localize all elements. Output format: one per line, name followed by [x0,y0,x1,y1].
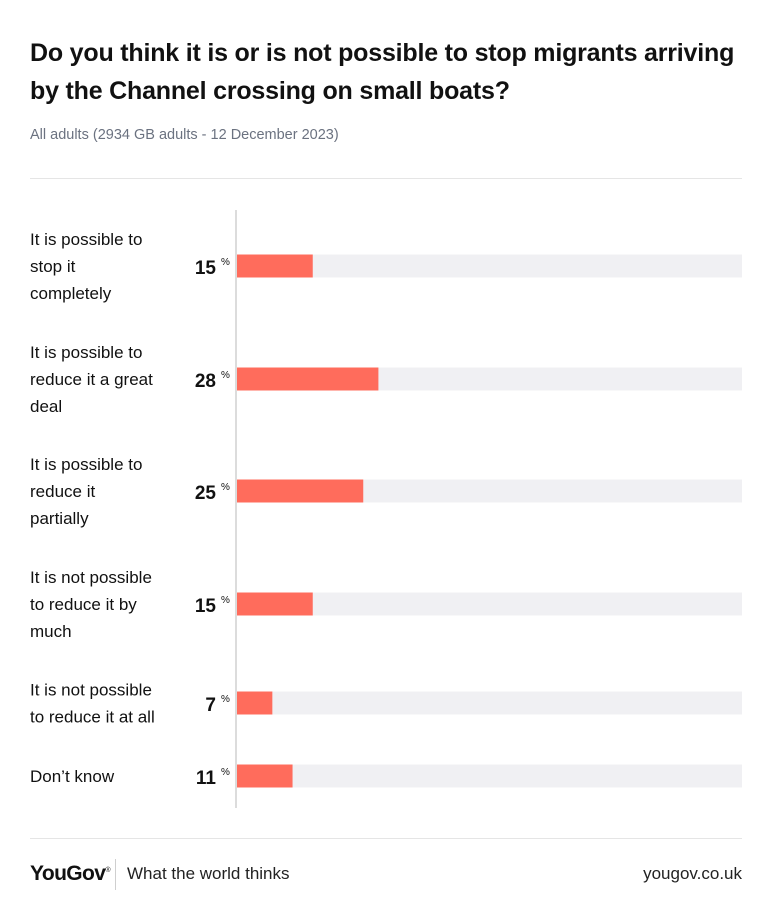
percent-sign: % [221,595,230,606]
value-label: 15 [195,596,217,617]
bar [237,764,293,788]
category-label: to reduce it by [30,595,137,614]
bar [237,367,379,391]
percent-sign: % [221,370,230,381]
category-label: to reduce it at all [30,708,155,727]
category-label: It is possible to [30,230,142,249]
yougov-logo[interactable]: YouGov® [30,862,110,886]
bar-track [237,254,742,278]
category-label: deal [30,397,62,416]
category-label: It is not possible [30,681,152,700]
bar-track [237,592,742,616]
brand-name: YouGov [30,862,106,885]
bar [237,592,313,616]
category-label: much [30,622,72,641]
bottom-divider [30,838,742,839]
value-label: 7 [205,695,216,716]
chart-title: Do you think it is or is not possible to… [30,39,735,105]
category-label: reduce it [30,482,95,501]
top-divider [30,178,742,179]
percent-sign: % [221,694,230,705]
value-label: 25 [195,483,217,504]
percent-sign: % [221,257,230,268]
bar [237,479,364,503]
bar-track [237,764,742,788]
value-label: 15 [195,258,217,279]
category-label: It is possible to [30,343,142,362]
category-label: It is possible to [30,455,142,474]
percent-sign: % [221,482,230,493]
value-label: 28 [195,371,216,392]
value-label: 11 [196,768,217,789]
bar [237,691,273,715]
bar [237,254,313,278]
category-label: Don’t know [30,767,115,786]
category-label: partially [30,509,89,528]
footer-divider [115,859,116,890]
category-label: completely [30,284,112,303]
footer-tagline: What the world thinks [127,864,290,883]
bar-track [237,691,742,715]
category-label: It is not possible [30,568,152,587]
percent-sign: % [221,767,230,778]
footer-url[interactable]: yougov.co.uk [643,864,742,883]
category-label: reduce it a great [30,370,153,389]
brand-registered-mark: ® [105,867,110,874]
chart-subtitle: All adults (2934 GB adults - 12 December… [30,127,339,143]
category-label: stop it [30,257,76,276]
